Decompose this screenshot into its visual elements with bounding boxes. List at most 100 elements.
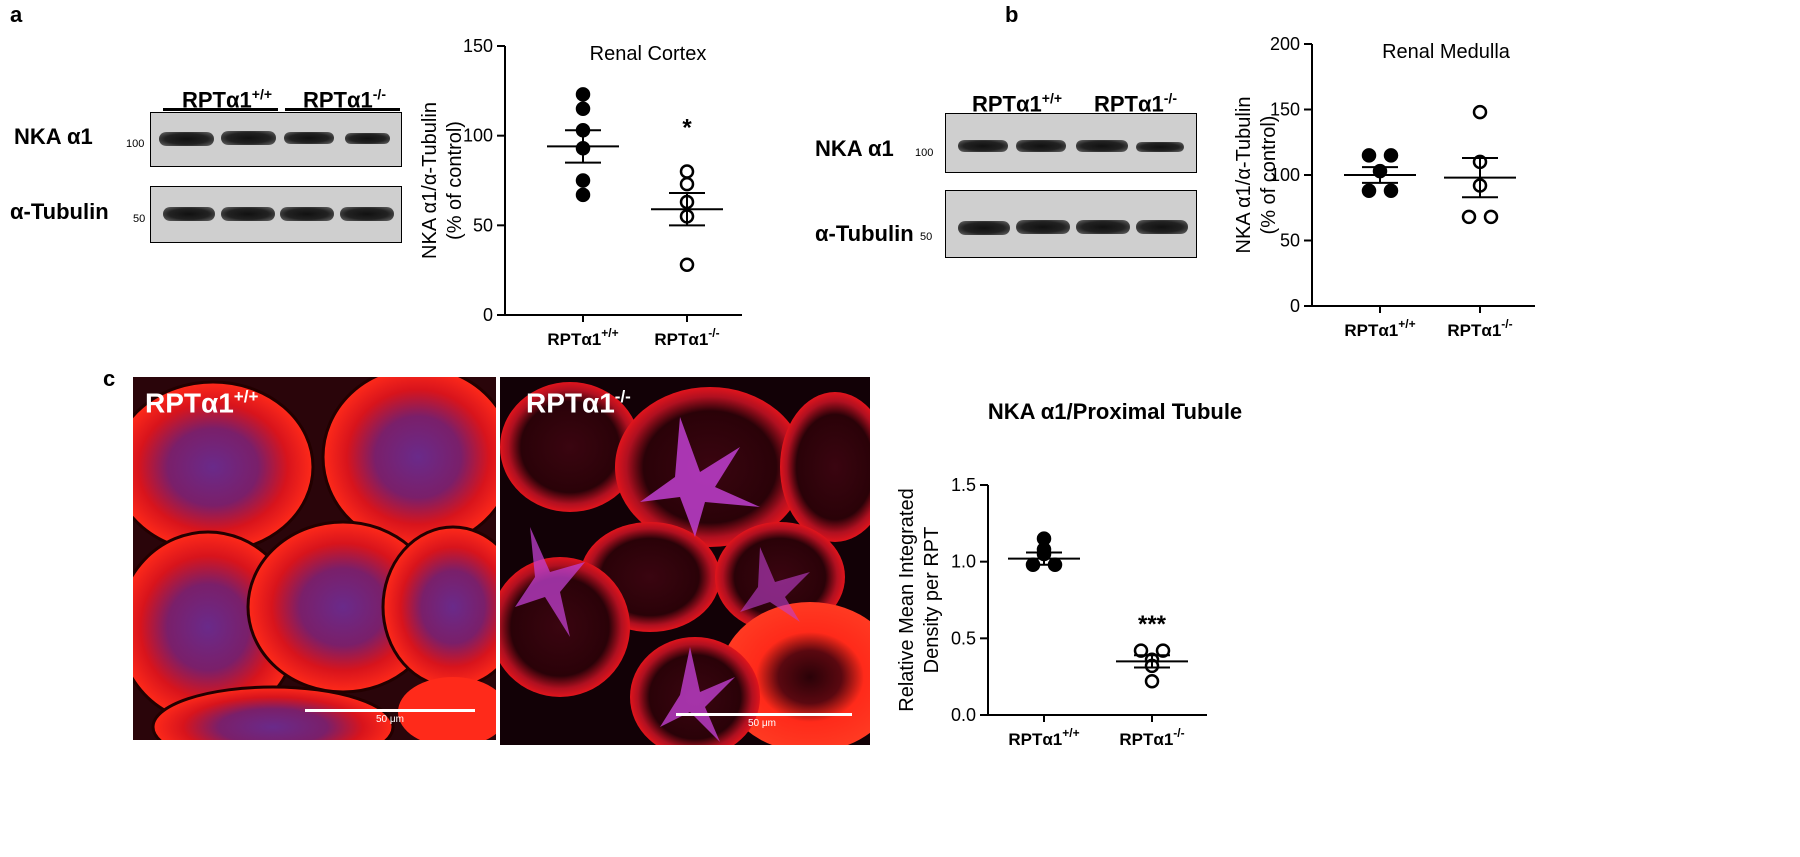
x-category-sup: +/+ <box>1398 317 1415 331</box>
data-point <box>1361 148 1377 163</box>
y-tick-label: 1.0 <box>951 552 976 572</box>
y-axis-label-line2: Density per RPT <box>921 527 943 674</box>
band <box>1076 220 1130 234</box>
chart-title: NKA α1/Proximal Tubule <box>988 399 1242 424</box>
band <box>221 207 275 221</box>
y-tick-label: 50 <box>1280 231 1300 251</box>
data-point <box>1383 183 1399 198</box>
blot-a-row2-mw: 50 <box>133 213 146 225</box>
band <box>345 133 390 144</box>
chart-c: 0.0 0.5 1.0 1.5 NKA α1/Proximal Tubule Relati… <box>896 399 1242 749</box>
data-point <box>575 101 591 117</box>
x-category-label: RPTα1+/+ <box>1344 317 1415 340</box>
band <box>221 131 276 145</box>
band <box>958 221 1010 235</box>
micrograph-wt-scalebar <box>305 709 475 712</box>
y-tick-label: 0 <box>483 305 493 325</box>
data-point <box>1361 183 1377 198</box>
data-point <box>1461 209 1477 225</box>
blot-b-nka-membrane <box>945 113 1197 173</box>
x-category-sup: +/+ <box>1062 726 1079 740</box>
data-point <box>1133 643 1149 658</box>
x-category-label: RPTα1+/+ <box>547 326 618 349</box>
y-tick-label: 50 <box>473 215 493 235</box>
x-category-sup: +/+ <box>601 326 618 340</box>
data-point <box>679 164 695 179</box>
y-tick-label: 0 <box>1290 296 1300 316</box>
y-tick-label: 1.5 <box>951 475 976 495</box>
micrograph-ko: RPTα1-/- 50 μm <box>500 377 870 745</box>
y-axis-label-line2: (% of control) <box>444 121 466 240</box>
blot-b-row1-label: NKA α1 <box>815 136 894 161</box>
band <box>958 140 1008 152</box>
micrograph-wt: RPTα1+/+ 50 μm <box>133 377 496 740</box>
blot-b-row1-mw: 100 <box>915 147 934 159</box>
significance-marker: *** <box>1138 611 1167 638</box>
band <box>340 207 394 221</box>
y-tick-label: 150 <box>1270 100 1300 120</box>
micrograph-ko-scale-text: 50 μm <box>748 718 776 729</box>
micrograph-ko-scalebar <box>676 713 852 716</box>
blot-a-row2-label: α-Tubulin <box>10 199 109 224</box>
band <box>1136 220 1188 234</box>
data-point <box>1155 643 1171 658</box>
blot-a-tubulin-membrane <box>150 186 402 243</box>
y-axis-label: NKA α1/α-Tubulin <box>419 102 441 259</box>
band <box>159 132 214 146</box>
x-category-label: RPTα1-/- <box>1119 726 1184 749</box>
x-category-label: RPTα1+/+ <box>1008 726 1079 749</box>
band <box>1016 220 1070 234</box>
band <box>1076 140 1128 152</box>
x-category-sup: -/- <box>1173 726 1184 740</box>
blot-a-row1-mw: 100 <box>126 138 145 150</box>
blot-b-tubulin-membrane <box>945 190 1197 258</box>
y-tick-label: 150 <box>463 36 493 56</box>
chart-b: 0 50 100 150 200 Renal Medulla NKA α1/α-Tubuli… <box>1233 34 1535 340</box>
y-axis-label: Relative Mean Integrated <box>896 488 918 711</box>
micrograph-ko-label: RPTα1-/- <box>526 387 631 419</box>
data-point <box>1383 148 1399 163</box>
panel-label-b: b <box>1005 2 1019 27</box>
data-point <box>575 173 591 188</box>
data-point <box>575 187 591 203</box>
x-category-label: RPTα1-/- <box>1447 317 1512 340</box>
y-tick-label: 0.5 <box>951 628 976 648</box>
blot-b-geno-wt: RPTα1+/+ <box>972 90 1063 117</box>
micrograph-wt-label: RPTα1+/+ <box>145 387 259 419</box>
y-tick-label: 0.0 <box>951 705 976 725</box>
chart-a: 0 50 100 150 Renal Cortex NKA α1/α-Tubulin (% … <box>419 36 742 349</box>
blot-a-lane-bar-wt <box>163 108 278 111</box>
micrograph-wt-scale-text: 50 μm <box>376 714 404 725</box>
data-point <box>1483 209 1499 225</box>
band <box>284 132 334 144</box>
panel-label-a: a <box>10 2 23 27</box>
y-tick-label: 100 <box>463 126 493 146</box>
x-category-label: RPTα1-/- <box>654 326 719 349</box>
data-point <box>679 176 695 192</box>
y-axis-label-line2: (% of control) <box>1258 116 1280 235</box>
y-tick-label: 200 <box>1270 34 1300 54</box>
micrograph-ko-image <box>500 377 870 745</box>
blot-a-nka-membrane <box>150 112 402 167</box>
data-point <box>575 87 591 102</box>
band <box>163 207 215 221</box>
blot-b-row2-label: α-Tubulin <box>815 221 914 246</box>
data-point <box>1472 104 1488 120</box>
band <box>1136 142 1184 152</box>
micrograph-wt-image <box>133 377 496 740</box>
chart-title: Renal Medulla <box>1382 41 1511 63</box>
y-axis-label: NKA α1/α-Tubulin <box>1233 97 1255 254</box>
x-category-sup: -/- <box>1501 317 1512 331</box>
panel-label-c: c <box>103 366 116 391</box>
chart-title: Renal Cortex <box>590 43 707 65</box>
blot-b-row2-mw: 50 <box>920 231 933 243</box>
blot-a-lane-bar-ko <box>285 108 400 111</box>
blot-b-geno-ko: RPTα1-/- <box>1094 90 1177 117</box>
blot-a-row1-label: NKA α1 <box>14 124 93 149</box>
data-point <box>1144 674 1160 689</box>
x-category-sup: -/- <box>708 326 719 340</box>
band <box>280 207 334 221</box>
significance-marker: * <box>682 115 692 142</box>
band <box>1016 140 1066 152</box>
